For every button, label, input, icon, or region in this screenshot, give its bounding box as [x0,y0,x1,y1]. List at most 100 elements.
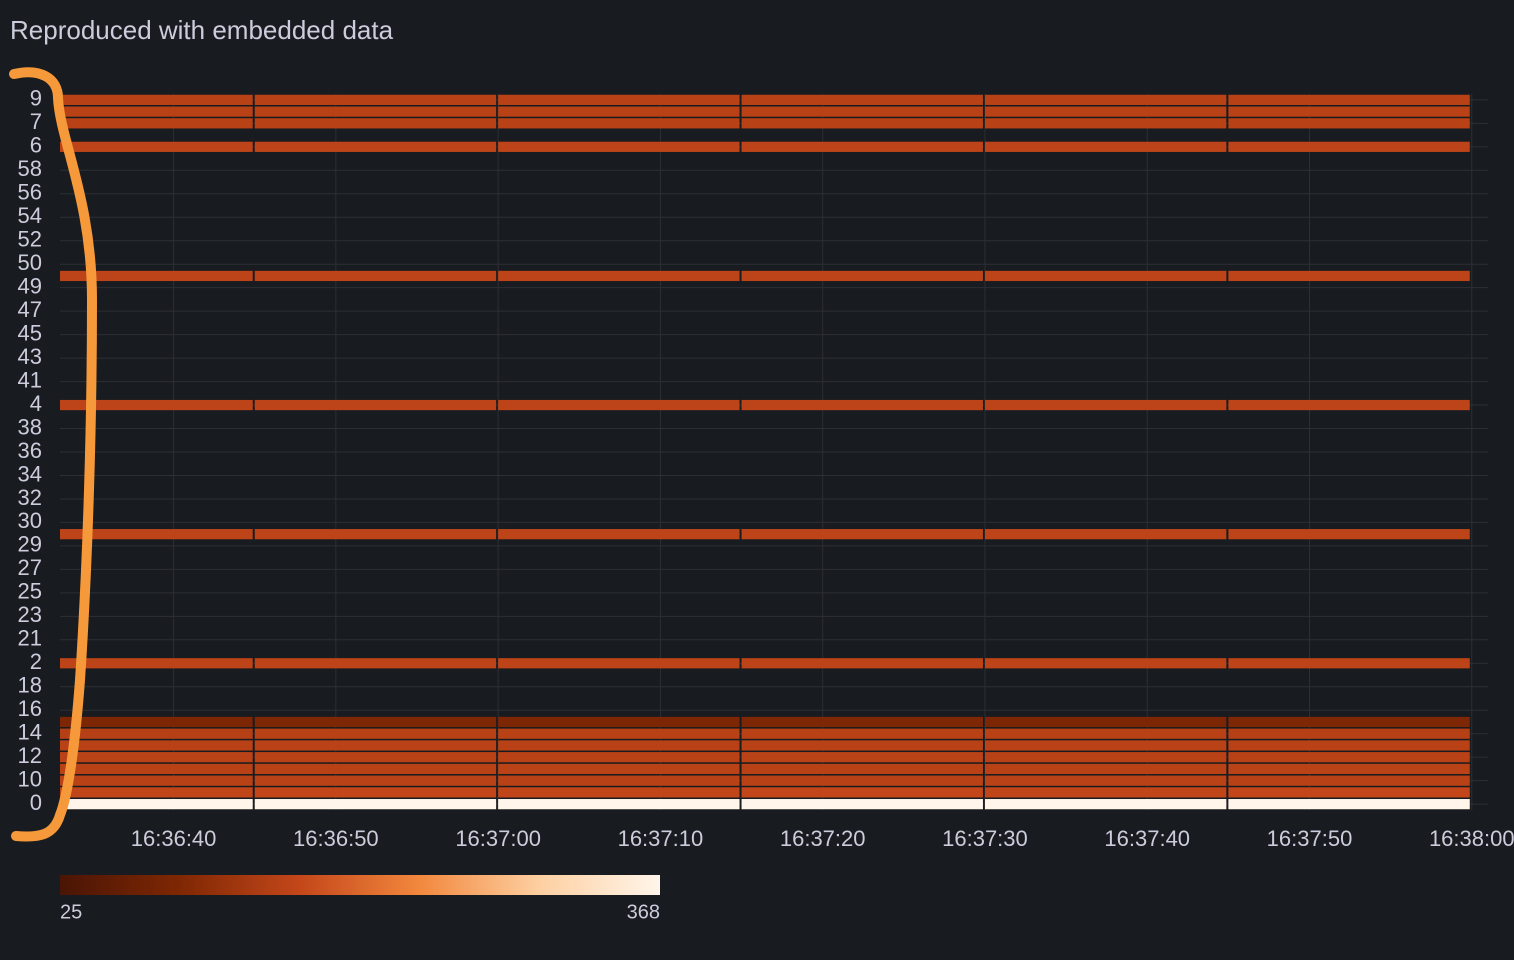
x-tick-label: 16:37:20 [780,826,866,851]
y-tick-label: 27 [18,555,42,580]
heatmap-cell [60,141,253,152]
heatmap-cell [984,740,1227,751]
heatmap-cell [254,270,497,282]
plot-area: 0101214161822123252729303234363844143454… [18,86,1514,851]
x-tick-label: 16:37:10 [618,826,704,851]
y-tick-label: 38 [18,414,42,439]
heatmap-cell [498,775,740,786]
y-tick-label: 21 [18,626,42,651]
y-tick-label: 49 [18,273,42,298]
heatmap-cell [984,728,1227,739]
heatmap-cell [498,658,740,669]
y-tick-label: 43 [18,344,42,369]
heatmap-cell [254,658,497,669]
heatmap-cell [254,775,497,786]
heatmap-cell [498,763,740,775]
heatmap-cell [60,787,253,798]
heatmap-cell [254,740,497,751]
heatmap-cell [984,752,1227,763]
heatmap-cell [254,118,497,129]
heatmap-cell [741,141,983,152]
heatmap-cell [741,399,983,411]
heatmap-cell [60,118,253,129]
heatmap-cell [741,106,983,117]
heatmap-cell [741,94,983,105]
heatmap-cell [498,716,740,728]
heatmap-cell [498,270,740,282]
heatmap-cell [60,94,253,105]
y-tick-label: 29 [18,532,42,557]
y-tick-label: 47 [18,297,42,322]
heatmap-cell [1228,106,1470,117]
x-tick-label: 16:37:40 [1104,826,1190,851]
x-tick-label: 16:36:50 [293,826,379,851]
y-tick-label: 25 [18,579,42,604]
y-tick-label: 9 [30,86,42,111]
heatmap-cell [60,740,253,751]
y-tick-label: 45 [18,320,42,345]
heatmap-cell [741,270,983,282]
y-tick-label: 14 [18,720,42,745]
heatmap-cell [254,728,497,739]
y-tick-label: 30 [18,508,42,533]
heatmap-cell [254,399,497,411]
heatmap-cell [984,106,1227,117]
heatmap-cell [984,529,1227,540]
y-tick-label: 52 [18,227,42,252]
heatmap-cell [984,716,1227,728]
heatmap-cell [741,775,983,786]
heatmap-cell [60,399,253,411]
x-tick-label: 16:37:00 [455,826,541,851]
heatmap-cell [1228,141,1470,152]
heatmap-cell [498,118,740,129]
heatmap-cell [60,775,253,786]
heatmap-cell [1228,799,1470,810]
y-tick-label: 54 [18,203,42,228]
heatmap-cell [1228,399,1470,411]
heatmap-cell [498,106,740,117]
heatmap-cell [254,141,497,152]
heatmap-cell [60,799,253,810]
panel-title: Reproduced with embedded data [10,15,394,45]
heatmap-cell [254,763,497,775]
heatmap-cell [984,118,1227,129]
y-tick-label: 10 [18,766,42,791]
heatmap-cell [741,787,983,798]
heatmap-cell [984,787,1227,798]
heatmap-cell [741,728,983,739]
y-tick-label: 23 [18,602,42,627]
heatmap-cell [1228,658,1470,669]
y-tick-label: 4 [30,391,42,416]
heatmap-cell [1228,118,1470,129]
x-tick-label: 16:37:30 [942,826,1028,851]
color-legend-bar [60,875,660,895]
heatmap-cell [60,716,253,728]
heatmap-cell [741,740,983,751]
legend-min-label: 25 [60,901,82,923]
heatmap-cell [498,94,740,105]
heatmap-cell [984,94,1227,105]
heatmap-cell [1228,716,1470,728]
heatmap-cell [1228,94,1470,105]
y-tick-label: 50 [18,250,42,275]
heatmap-cell [254,106,497,117]
heatmap-cell [498,141,740,152]
y-tick-label: 6 [30,133,42,158]
heatmap-cell [1228,763,1470,775]
y-tick-label: 58 [18,156,42,181]
legend-max-label: 368 [627,901,660,923]
heatmap-cell [741,118,983,129]
heatmap-cell [984,270,1227,282]
heatmap-cell [984,799,1227,810]
heatmap-cell [60,728,253,739]
heatmap-cell [60,752,253,763]
y-tick-label: 18 [18,673,42,698]
x-tick-label: 16:38:00 [1429,826,1514,851]
heatmap-cell [254,94,497,105]
heatmap-cell [498,740,740,751]
heatmap-cell [1228,270,1470,282]
heatmap-cell [60,106,253,117]
heatmap-cell [254,787,497,798]
y-tick-label: 36 [18,438,42,463]
